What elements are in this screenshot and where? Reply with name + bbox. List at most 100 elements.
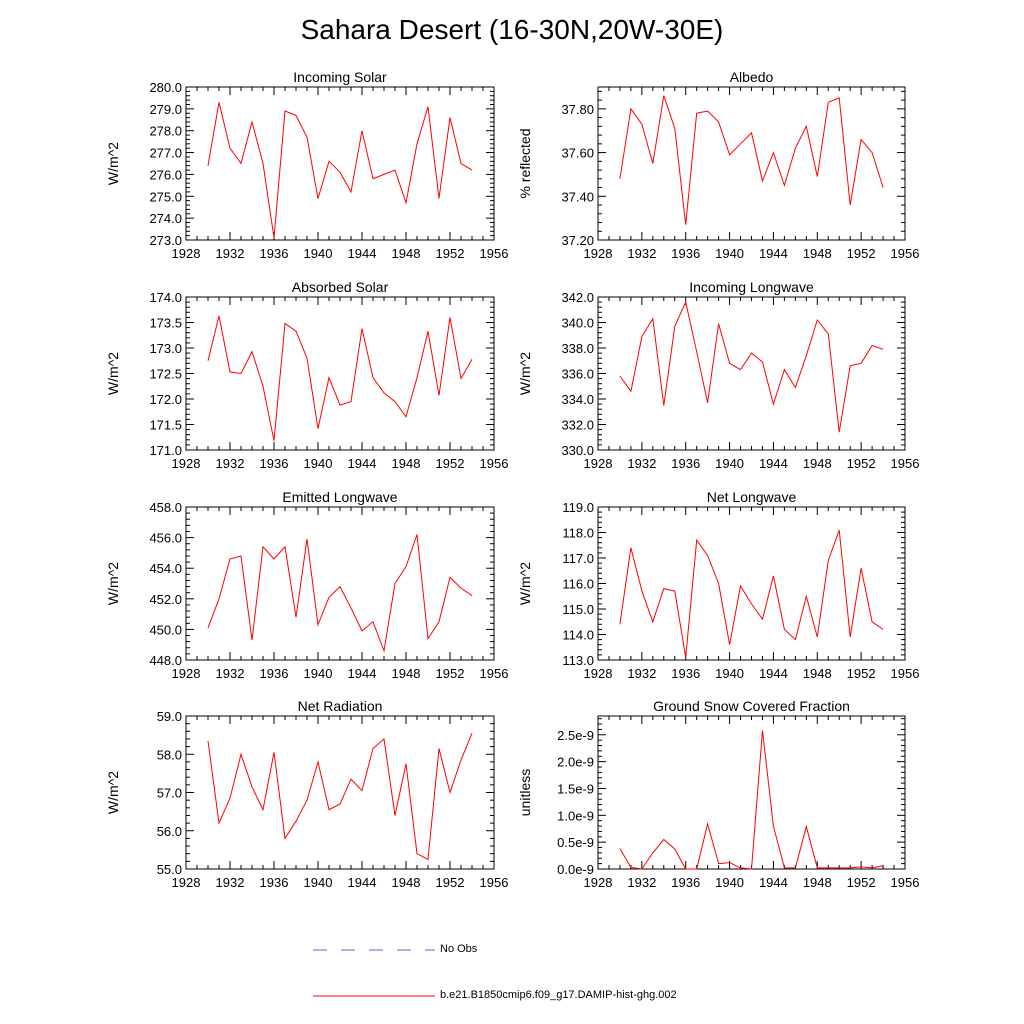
- x-tick-label: 1956: [480, 666, 509, 681]
- plot-frame: [185, 86, 495, 241]
- y-tick-label: 115.0: [562, 602, 594, 617]
- y-axis-label: W/m^2: [105, 142, 121, 185]
- panel-title: Emitted Longwave: [282, 489, 397, 505]
- x-tick-label: 1944: [348, 875, 377, 890]
- x-tick-label: 1940: [304, 246, 333, 261]
- legend-label-no-obs: No Obs: [440, 943, 478, 955]
- y-tick-label: 2.5e-9: [557, 728, 594, 743]
- x-tick-label: 1940: [304, 666, 333, 681]
- chart-panels: 1928 1932 1936 1940 1944 1948 1952 1956 273.0 274…: [105, 69, 919, 890]
- plot-frame: [185, 296, 495, 451]
- x-tick-label: 1936: [260, 875, 289, 890]
- x-tick-label: 1932: [216, 246, 245, 261]
- y-axis-label: W/m^2: [517, 352, 533, 395]
- x-tick-label: 1936: [260, 666, 289, 681]
- y-tick-label: 114.0: [562, 628, 594, 643]
- series-line: [619, 300, 884, 433]
- series-line: [207, 102, 473, 238]
- plot-frame: [185, 506, 495, 661]
- x-tick-label: 1944: [759, 246, 788, 261]
- x-tick-label: 1944: [348, 246, 377, 261]
- x-tick-label: 1952: [847, 875, 876, 890]
- x-tick-label: 1944: [759, 875, 788, 890]
- x-tick-label: 1936: [671, 666, 700, 681]
- y-tick-label: 173.0: [149, 341, 182, 356]
- x-tick-label: 1956: [480, 875, 509, 890]
- y-tick-label: 1.0e-9: [557, 808, 594, 823]
- chart-panel-7: 1928 1932 1936 1940 1944 1948 1952 1956 55.0 56.0…: [105, 698, 508, 890]
- x-tick-label: 1928: [584, 875, 613, 890]
- x-tick-label: 1948: [803, 456, 832, 471]
- x-tick-label: 1948: [392, 666, 421, 681]
- y-tick-label: 452.0: [149, 592, 182, 607]
- chart-panel-2: 1928 1932 1936 1940 1944 1948 1952 1956 37.20 37.…: [517, 69, 919, 261]
- x-tick-label: 1956: [891, 666, 920, 681]
- x-tick-label: 1948: [392, 246, 421, 261]
- panel-title: Incoming Longwave: [689, 279, 814, 295]
- figure-title: Sahara Desert (16-30N,20W-30E): [300, 14, 724, 45]
- chart-panel-3: 1928 1932 1936 1940 1944 1948 1952 1956 171.0 171…: [105, 279, 508, 471]
- x-tick-label: 1928: [172, 456, 201, 471]
- y-tick-label: 0.5e-9: [557, 835, 594, 850]
- x-tick-label: 1940: [715, 246, 744, 261]
- y-tick-label: 334.0: [561, 392, 594, 407]
- y-axis-label: W/m^2: [105, 352, 121, 395]
- x-tick-label: 1928: [584, 456, 613, 471]
- panel-title: Ground Snow Covered Fraction: [653, 698, 850, 714]
- y-tick-label: 278.0: [149, 124, 182, 139]
- y-tick-label: 37.20: [561, 233, 594, 248]
- x-tick-label: 1936: [671, 246, 700, 261]
- chart-panel-8: 1928 1932 1936 1940 1944 1948 1952 1956 0.0e-9 0.…: [517, 698, 919, 890]
- x-tick-label: 1956: [891, 456, 920, 471]
- series-line: [619, 95, 884, 225]
- x-tick-label: 1952: [847, 246, 876, 261]
- y-tick-label: 118.0: [562, 526, 594, 541]
- x-tick-label: 1932: [627, 456, 656, 471]
- panel-title: Absorbed Solar: [292, 279, 389, 295]
- series-line: [207, 315, 473, 441]
- y-tick-label: 1.5e-9: [557, 781, 594, 796]
- x-tick-label: 1940: [715, 456, 744, 471]
- y-tick-label: 113.0: [562, 653, 594, 668]
- series-line: [207, 733, 473, 861]
- series-line: [207, 534, 473, 653]
- y-tick-label: 172.5: [149, 367, 182, 382]
- panel-title: Incoming Solar: [293, 69, 387, 85]
- x-tick-label: 1952: [436, 666, 465, 681]
- y-tick-label: 37.80: [561, 102, 594, 117]
- x-tick-label: 1952: [436, 246, 465, 261]
- x-tick-label: 1952: [436, 875, 465, 890]
- x-tick-label: 1948: [803, 875, 832, 890]
- y-axis-label: unitless: [517, 769, 533, 816]
- y-tick-label: 332.0: [561, 418, 594, 433]
- x-tick-label: 1948: [803, 666, 832, 681]
- y-tick-label: 171.5: [149, 418, 182, 433]
- x-tick-label: 1936: [260, 456, 289, 471]
- y-tick-label: 56.0: [157, 824, 182, 839]
- y-tick-label: 280.0: [149, 80, 182, 95]
- y-tick-label: 116.0: [562, 577, 594, 592]
- x-tick-label: 1940: [715, 875, 744, 890]
- x-tick-label: 1948: [803, 246, 832, 261]
- x-tick-label: 1956: [480, 246, 509, 261]
- chart-panel-1: 1928 1932 1936 1940 1944 1948 1952 1956 273.0 274…: [105, 69, 508, 261]
- y-tick-label: 450.0: [149, 622, 182, 637]
- y-tick-label: 37.40: [561, 189, 594, 204]
- y-tick-label: 338.0: [561, 341, 594, 356]
- plot-frame: [597, 86, 906, 241]
- y-tick-label: 171.0: [149, 443, 182, 458]
- y-tick-label: 340.0: [561, 316, 594, 331]
- y-tick-label: 58.0: [157, 747, 182, 762]
- x-tick-label: 1936: [671, 875, 700, 890]
- series-line: [619, 730, 884, 870]
- y-tick-label: 2.0e-9: [557, 755, 594, 770]
- x-tick-label: 1944: [759, 456, 788, 471]
- x-tick-label: 1948: [392, 875, 421, 890]
- y-tick-label: 0.0e-9: [557, 862, 594, 877]
- y-tick-label: 57.0: [157, 786, 182, 801]
- chart-panel-6: 1928 1932 1936 1940 1944 1948 1952 1956 113.0 114…: [517, 489, 919, 681]
- chart-panel-5: 1928 1932 1936 1940 1944 1948 1952 1956 448.0 450…: [105, 489, 508, 681]
- y-tick-label: 37.60: [561, 146, 594, 161]
- y-axis-label: W/m^2: [105, 771, 121, 814]
- x-tick-label: 1940: [304, 456, 333, 471]
